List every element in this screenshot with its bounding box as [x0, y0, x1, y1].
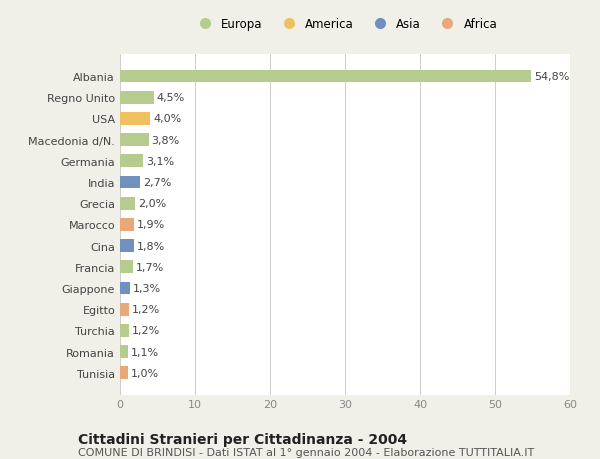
- Text: 54,8%: 54,8%: [534, 72, 569, 82]
- Bar: [120, 346, 128, 358]
- Bar: [120, 303, 129, 316]
- Bar: [120, 134, 149, 147]
- Legend: Europa, America, Asia, Africa: Europa, America, Asia, Africa: [188, 13, 502, 36]
- Bar: [120, 261, 133, 274]
- Bar: [120, 71, 531, 83]
- Bar: [120, 240, 133, 252]
- Bar: [120, 218, 134, 231]
- Text: 3,1%: 3,1%: [146, 157, 175, 167]
- Text: Cittadini Stranieri per Cittadinanza - 2004: Cittadini Stranieri per Cittadinanza - 2…: [78, 432, 407, 446]
- Bar: [120, 282, 130, 295]
- Text: 1,9%: 1,9%: [137, 220, 166, 230]
- Bar: [120, 155, 143, 168]
- Bar: [120, 325, 129, 337]
- Text: 2,7%: 2,7%: [143, 178, 172, 188]
- Bar: [120, 176, 140, 189]
- Text: 1,2%: 1,2%: [132, 326, 160, 336]
- Text: 1,7%: 1,7%: [136, 262, 164, 272]
- Text: COMUNE DI BRINDISI - Dati ISTAT al 1° gennaio 2004 - Elaborazione TUTTITALIA.IT: COMUNE DI BRINDISI - Dati ISTAT al 1° ge…: [78, 448, 534, 458]
- Bar: [120, 92, 154, 104]
- Text: 3,8%: 3,8%: [151, 135, 180, 146]
- Text: 1,2%: 1,2%: [132, 304, 160, 314]
- Text: 1,0%: 1,0%: [131, 368, 158, 378]
- Text: 4,5%: 4,5%: [157, 93, 185, 103]
- Bar: [120, 197, 135, 210]
- Text: 1,3%: 1,3%: [133, 283, 161, 293]
- Bar: [120, 367, 128, 379]
- Text: 1,1%: 1,1%: [131, 347, 160, 357]
- Text: 4,0%: 4,0%: [153, 114, 181, 124]
- Text: 1,8%: 1,8%: [137, 241, 165, 251]
- Bar: [120, 113, 150, 125]
- Text: 2,0%: 2,0%: [138, 199, 166, 209]
